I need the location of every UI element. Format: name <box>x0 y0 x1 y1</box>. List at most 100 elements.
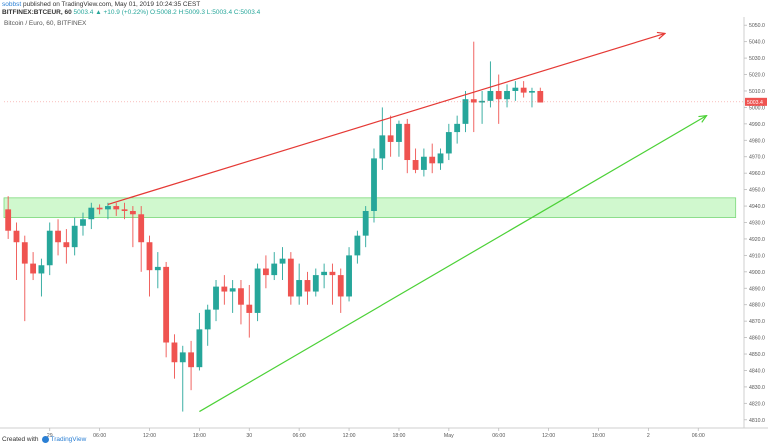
candle-down <box>171 342 178 363</box>
candle-up <box>346 255 352 297</box>
y-tick-label: 4850.0 <box>749 352 765 358</box>
candle-down <box>238 288 244 305</box>
ohlc-values: 5003.4 ▲ +10.9 (+0.22%) O:5008.2 H:5009.… <box>73 9 261 16</box>
x-tick-label: 12:00 <box>542 433 555 439</box>
y-tick-label: 4860.0 <box>749 336 765 342</box>
y-tick-label: 4820.0 <box>749 401 765 407</box>
candle-up <box>504 90 510 100</box>
y-tick-label: 4810.0 <box>749 418 765 424</box>
y-tick-label: 5040.0 <box>749 40 765 46</box>
y-tick-label: 5050.0 <box>749 23 765 29</box>
candle-down <box>263 268 269 276</box>
candle-down <box>404 123 411 161</box>
candle-down <box>287 258 294 297</box>
candle-up <box>204 309 211 330</box>
candle-down <box>96 207 103 210</box>
resistance-trendline <box>107 33 665 205</box>
support-trendline <box>199 116 706 413</box>
y-tick-label: 4870.0 <box>749 319 765 325</box>
candle-down <box>537 90 544 103</box>
candle-down <box>21 242 28 264</box>
candle-down <box>121 209 128 211</box>
candle-up <box>80 219 86 226</box>
candle-up <box>362 210 369 236</box>
candle-down <box>520 87 527 93</box>
support-zone <box>3 197 737 218</box>
candle-down <box>387 135 394 142</box>
candle-down <box>30 263 37 274</box>
y-tick-label: 4980.0 <box>749 138 765 144</box>
candle-down <box>304 280 311 292</box>
y-tick-label: 5020.0 <box>749 73 765 79</box>
candle-up <box>445 132 452 154</box>
candle-up <box>154 266 161 271</box>
y-tick-label: 4830.0 <box>749 385 765 391</box>
candle-down <box>63 242 70 248</box>
y-tick-label: 4920.0 <box>749 237 765 243</box>
candle-down <box>113 206 120 210</box>
last-price-badge <box>745 97 767 106</box>
candle-down <box>146 242 153 271</box>
candle-up <box>396 123 402 142</box>
y-tick-label: 4910.0 <box>749 253 765 259</box>
candle-down <box>412 160 419 170</box>
candle-up <box>179 352 186 363</box>
candle-up <box>312 275 319 292</box>
candle-up <box>420 156 427 170</box>
candle-down <box>13 230 20 243</box>
x-tick-label: 18:00 <box>392 433 405 439</box>
candle-down <box>163 266 170 343</box>
y-tick-label: 5010.0 <box>749 89 765 95</box>
y-tick-label: 4960.0 <box>749 171 765 177</box>
candle-up <box>279 258 286 264</box>
candle-up <box>512 87 519 91</box>
x-tick-label: 06:00 <box>692 433 705 439</box>
candle-down <box>337 275 344 297</box>
candle-up <box>229 288 236 292</box>
chart-subtitle: Bitcoin / Euro, 60, BITFINEX <box>4 20 87 27</box>
candle-down <box>470 99 477 103</box>
candle-up <box>196 329 203 368</box>
publisher-line: sobbst published on TradingView.com, May… <box>2 1 200 8</box>
candle-down <box>129 210 136 215</box>
footer: Created with TradingView <box>2 436 86 443</box>
candle-up <box>487 90 494 101</box>
candle-down <box>246 304 253 313</box>
x-tick-label: 06:00 <box>93 433 106 439</box>
y-tick-label: 4840.0 <box>749 368 765 374</box>
tradingview-logo-icon <box>41 436 49 443</box>
candle-up <box>213 286 219 310</box>
x-tick-label: 29 <box>47 433 53 439</box>
y-tick-label: 4990.0 <box>749 122 765 128</box>
candle-up <box>354 235 361 256</box>
published-text: published on TradingView.com, May 01, 20… <box>22 1 201 8</box>
tradingview-brand-link[interactable]: TradingView <box>50 436 87 444</box>
y-tick-label: 4890.0 <box>749 286 765 292</box>
candle-down <box>5 209 12 231</box>
x-tick-label: May <box>444 433 454 439</box>
y-tick-label: 4930.0 <box>749 221 765 227</box>
candle-up <box>105 206 111 210</box>
symbol-name: BITFINEX:BTCEUR, 60 <box>2 9 72 16</box>
candle-up <box>437 153 444 164</box>
created-with-label: Created with <box>2 436 39 444</box>
candle-down <box>221 286 228 292</box>
candle-down <box>495 90 502 100</box>
candle-down <box>329 271 336 276</box>
y-tick-label: 4880.0 <box>749 303 765 309</box>
candle-up <box>271 263 278 276</box>
candle-up <box>371 158 377 211</box>
candle-up <box>46 230 53 266</box>
x-tick-label: 06:00 <box>293 433 306 439</box>
candle-up <box>38 265 45 274</box>
y-tick-label: 4970.0 <box>749 155 765 161</box>
x-tick-label: 12:00 <box>343 433 356 439</box>
candle-up <box>479 100 485 103</box>
last-price-label: 5003.4 <box>747 100 763 106</box>
candle-up <box>88 207 95 220</box>
author-link[interactable]: sobbst <box>2 1 22 8</box>
candle-up <box>254 268 261 313</box>
candle-up <box>71 225 78 248</box>
